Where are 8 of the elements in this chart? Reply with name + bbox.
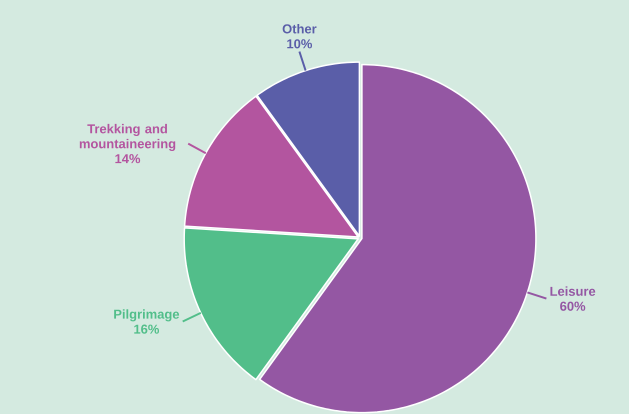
slice-label: Trekking and mountaineering [80, 124, 176, 151]
data-label: 16% [134, 324, 160, 334]
slice-label: Pilgrimage [114, 309, 180, 322]
data-label: 14% [115, 154, 140, 164]
slice-label: Leisure [550, 286, 596, 296]
data-label: 10% [287, 39, 312, 48]
slice-label: Other [282, 24, 316, 34]
data-label: 60% [560, 302, 586, 311]
